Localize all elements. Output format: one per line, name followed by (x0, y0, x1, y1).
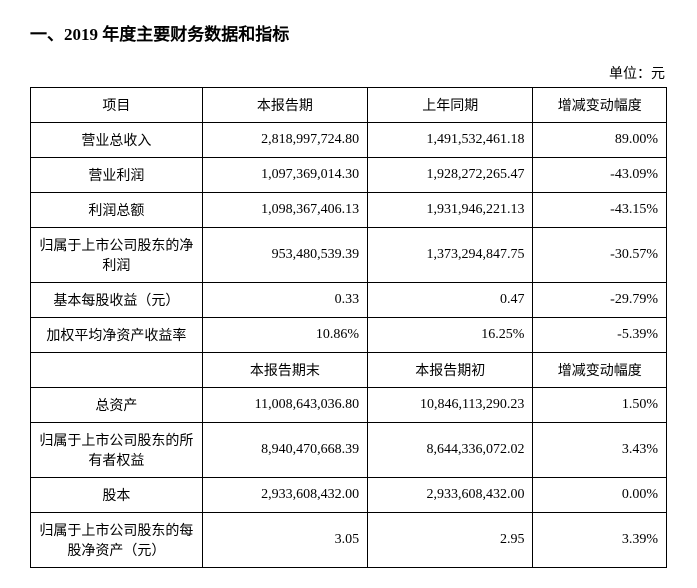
row-current: 3.05 (202, 513, 367, 568)
row-label: 利润总额 (31, 193, 203, 228)
row-current: 2,818,997,724.80 (202, 123, 367, 158)
row-label: 归属于上市公司股东的所有者权益 (31, 423, 203, 478)
subheader-current-end: 本报告期末 (202, 353, 367, 388)
table-row: 营业利润 1,097,369,014.30 1,928,272,265.47 -… (31, 158, 667, 193)
row-label: 营业总收入 (31, 123, 203, 158)
table-subheader-row: 本报告期末 本报告期初 增减变动幅度 (31, 353, 667, 388)
row-change: -29.79% (533, 283, 667, 318)
row-prior: 1,491,532,461.18 (368, 123, 533, 158)
table-row: 归属于上市公司股东的净利润 953,480,539.39 1,373,294,8… (31, 228, 667, 283)
row-current: 2,933,608,432.00 (202, 478, 367, 513)
row-label: 总资产 (31, 388, 203, 423)
row-prior: 1,928,272,265.47 (368, 158, 533, 193)
row-change: 3.43% (533, 423, 667, 478)
row-label: 加权平均净资产收益率 (31, 318, 203, 353)
table-row: 归属于上市公司股东的所有者权益 8,940,470,668.39 8,644,3… (31, 423, 667, 478)
subheader-period-begin: 本报告期初 (368, 353, 533, 388)
row-prior: 16.25% (368, 318, 533, 353)
row-label: 归属于上市公司股东的净利润 (31, 228, 203, 283)
row-change: -43.09% (533, 158, 667, 193)
row-change: -5.39% (533, 318, 667, 353)
table-row: 总资产 11,008,643,036.80 10,846,113,290.23 … (31, 388, 667, 423)
row-label: 营业利润 (31, 158, 203, 193)
table-header-row: 项目 本报告期 上年同期 增减变动幅度 (31, 88, 667, 123)
header-item: 项目 (31, 88, 203, 123)
row-current: 953,480,539.39 (202, 228, 367, 283)
header-current: 本报告期 (202, 88, 367, 123)
row-label: 基本每股收益（元） (31, 283, 203, 318)
section-title: 一、2019 年度主要财务数据和指标 (30, 20, 667, 45)
table-row: 基本每股收益（元） 0.33 0.47 -29.79% (31, 283, 667, 318)
row-change: 89.00% (533, 123, 667, 158)
subheader-change: 增减变动幅度 (533, 353, 667, 388)
row-current: 1,097,369,014.30 (202, 158, 367, 193)
table-row: 归属于上市公司股东的每股净资产（元） 3.05 2.95 3.39% (31, 513, 667, 568)
header-change: 增减变动幅度 (533, 88, 667, 123)
header-prior: 上年同期 (368, 88, 533, 123)
row-label: 归属于上市公司股东的每股净资产（元） (31, 513, 203, 568)
subheader-blank (31, 353, 203, 388)
row-prior: 0.47 (368, 283, 533, 318)
row-prior: 2.95 (368, 513, 533, 568)
row-prior: 1,373,294,847.75 (368, 228, 533, 283)
row-prior: 10,846,113,290.23 (368, 388, 533, 423)
row-prior: 2,933,608,432.00 (368, 478, 533, 513)
row-change: -43.15% (533, 193, 667, 228)
table-row: 股本 2,933,608,432.00 2,933,608,432.00 0.0… (31, 478, 667, 513)
row-change: -30.57% (533, 228, 667, 283)
row-prior: 1,931,946,221.13 (368, 193, 533, 228)
row-current: 1,098,367,406.13 (202, 193, 367, 228)
row-current: 11,008,643,036.80 (202, 388, 367, 423)
unit-label: 单位：元 (30, 63, 667, 83)
row-change: 0.00% (533, 478, 667, 513)
row-current: 10.86% (202, 318, 367, 353)
row-current: 8,940,470,668.39 (202, 423, 367, 478)
table-row: 利润总额 1,098,367,406.13 1,931,946,221.13 -… (31, 193, 667, 228)
financial-table: 项目 本报告期 上年同期 增减变动幅度 营业总收入 2,818,997,724.… (30, 87, 667, 568)
row-change: 3.39% (533, 513, 667, 568)
row-label: 股本 (31, 478, 203, 513)
table-row: 营业总收入 2,818,997,724.80 1,491,532,461.18 … (31, 123, 667, 158)
row-change: 1.50% (533, 388, 667, 423)
table-row: 加权平均净资产收益率 10.86% 16.25% -5.39% (31, 318, 667, 353)
row-current: 0.33 (202, 283, 367, 318)
row-prior: 8,644,336,072.02 (368, 423, 533, 478)
